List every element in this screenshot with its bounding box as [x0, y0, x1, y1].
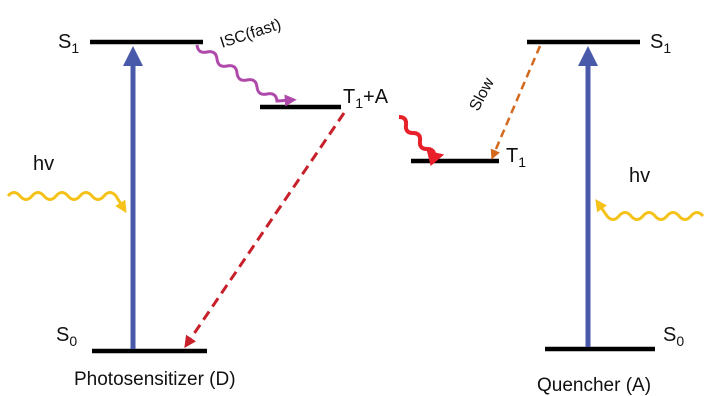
acceptor-s1-label: S1 [650, 31, 671, 56]
slow-isc-dashed-arrow [490, 45, 542, 160]
donor-t1-label: T1+A [343, 86, 389, 111]
isc-label: ISC(fast) [218, 16, 283, 52]
donor-s1-label: S1 [58, 31, 79, 56]
donor-s0-label: S0 [56, 324, 77, 349]
donor-decay-dashed-arrow [184, 112, 346, 348]
hv-left-label: hv [33, 153, 54, 175]
hv-right-label: hv [629, 165, 650, 187]
energy-transfer-wave-arrow [398, 115, 445, 167]
isc-wave-arrow [195, 44, 297, 107]
donor-title: Photosensitizer (D) [74, 369, 236, 390]
slow-label: Slow [467, 75, 499, 114]
left-photon-wave [6, 191, 127, 214]
right-photon-wave [595, 199, 705, 221]
acceptor-t1-label: T1 [506, 145, 526, 170]
acceptor-title: Quencher (A) [537, 375, 651, 396]
acceptor-s0-label: S0 [663, 324, 684, 349]
